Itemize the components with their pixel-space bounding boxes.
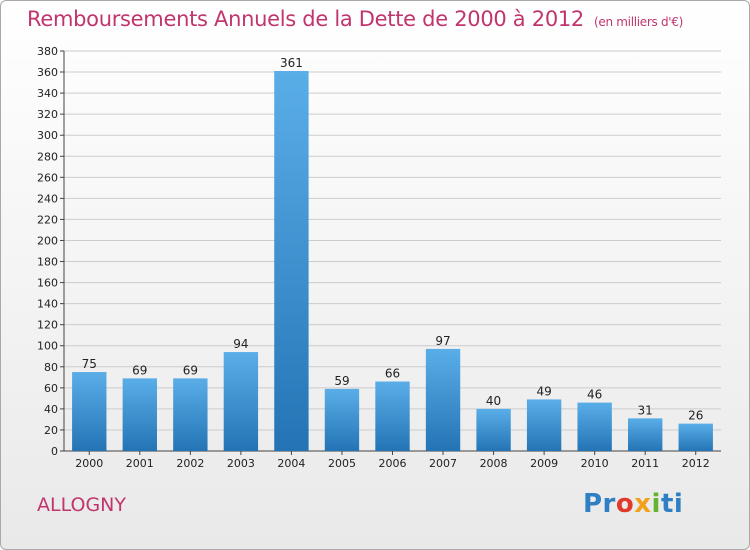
data-label: 69 — [132, 363, 147, 377]
y-tick-label: 60 — [44, 382, 58, 395]
y-tick-label: 100 — [37, 340, 58, 353]
unit-label: (en milliers d'€) — [594, 15, 684, 29]
y-tick-label: 20 — [44, 424, 58, 437]
x-tick-label: 2000 — [75, 457, 103, 470]
x-tick-label: 2007 — [429, 457, 457, 470]
x-tick-label: 2006 — [379, 457, 407, 470]
x-tick-label: 2011 — [631, 457, 659, 470]
data-label: 361 — [280, 56, 303, 70]
data-label: 46 — [587, 388, 602, 402]
x-tick-label: 2002 — [176, 457, 204, 470]
y-tick-label: 300 — [37, 129, 58, 142]
y-tick-label: 260 — [37, 171, 58, 184]
bar — [274, 71, 309, 451]
x-tick-label: 2001 — [126, 457, 154, 470]
y-tick-label: 0 — [51, 445, 58, 458]
data-label: 26 — [688, 409, 703, 423]
data-label: 40 — [486, 394, 501, 408]
bar — [678, 423, 713, 451]
bar — [628, 418, 663, 451]
data-label: 75 — [82, 357, 97, 371]
bar — [425, 348, 461, 451]
y-tick-label: 220 — [37, 213, 58, 226]
y-tick-label: 320 — [37, 108, 58, 121]
bar — [375, 381, 410, 451]
chart-title: Remboursements Annuels de la Dette de 20… — [27, 7, 683, 31]
x-tick-label: 2008 — [480, 457, 508, 470]
y-tick-label: 140 — [37, 298, 58, 311]
y-tick-label: 160 — [37, 277, 58, 290]
bar — [223, 352, 259, 451]
bar — [72, 372, 107, 451]
x-tick-label: 2012 — [682, 457, 710, 470]
y-tick-label: 120 — [37, 319, 58, 332]
bar — [526, 399, 562, 451]
x-tick-label: 2009 — [530, 457, 558, 470]
x-tick-label: 2005 — [328, 457, 356, 470]
data-label: 66 — [385, 367, 400, 381]
proxiti-logo: Proxiti — [583, 489, 684, 519]
bar — [476, 408, 511, 451]
y-tick-label: 360 — [37, 66, 58, 79]
x-tick-label: 2003 — [227, 457, 255, 470]
title-text: Remboursements Annuels de la Dette de 20… — [27, 7, 584, 31]
bar — [173, 378, 208, 451]
y-tick-label: 40 — [44, 403, 58, 416]
y-tick-label: 200 — [37, 234, 58, 247]
data-label: 94 — [233, 337, 248, 351]
data-label: 31 — [638, 403, 653, 417]
y-tick-label: 240 — [37, 192, 58, 205]
y-tick-label: 280 — [37, 150, 58, 163]
data-label: 69 — [183, 363, 198, 377]
y-tick-label: 340 — [37, 87, 58, 100]
bar — [324, 388, 360, 451]
y-tick-label: 380 — [37, 45, 58, 58]
bar — [122, 378, 157, 451]
x-tick-label: 2004 — [277, 457, 305, 470]
bar — [577, 402, 612, 451]
data-label: 59 — [334, 374, 349, 388]
y-tick-label: 180 — [37, 256, 58, 269]
x-tick-label: 2010 — [581, 457, 609, 470]
data-label: 97 — [435, 334, 450, 348]
commune-name: ALLOGNY — [37, 494, 126, 516]
data-label: 49 — [536, 384, 551, 398]
y-tick-label: 80 — [44, 361, 58, 374]
